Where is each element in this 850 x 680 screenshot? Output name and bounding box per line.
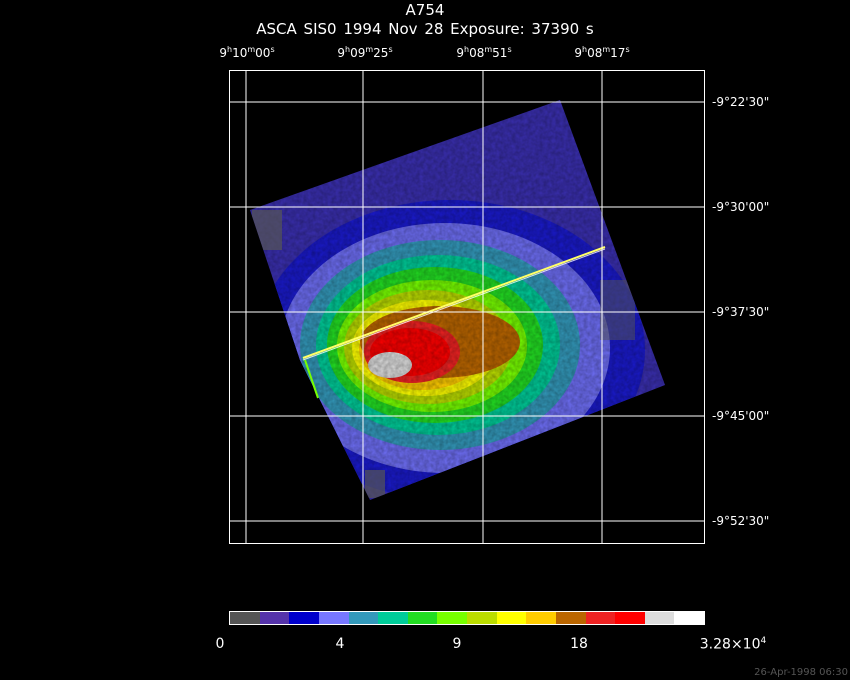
ra-tick-label: 9h08m17s bbox=[574, 45, 630, 60]
colorbar-label: 18 bbox=[570, 636, 588, 652]
colorbar-swatch bbox=[555, 612, 586, 624]
colorbar-max-label: 3.28×104 bbox=[699, 636, 767, 653]
colorbar-swatch bbox=[230, 612, 260, 624]
dec-tick-label: -9°30'00" bbox=[712, 200, 770, 214]
colorbar-swatch bbox=[615, 612, 645, 624]
colorbar-swatch bbox=[585, 612, 616, 624]
dec-tick-label: -9°45'00" bbox=[712, 409, 770, 423]
colorbar-swatch bbox=[526, 612, 556, 624]
colorbar-swatch bbox=[467, 612, 497, 624]
colorbar-swatch bbox=[259, 612, 290, 624]
colorbar-swatch bbox=[674, 612, 704, 624]
plot-frame bbox=[229, 70, 705, 544]
dec-tick-label: -9°37'30" bbox=[712, 305, 770, 319]
dec-tick-label: -9°52'30" bbox=[712, 514, 770, 528]
dec-tick-label: -9°22'30" bbox=[712, 95, 770, 109]
timestamp: 26-Apr-1998 06:30 bbox=[754, 667, 848, 678]
ra-tick-label: 9h10m00s bbox=[219, 45, 275, 60]
ra-tick-label: 9h08m51s bbox=[456, 45, 512, 60]
colorbar-swatch bbox=[644, 612, 675, 624]
colorbar-swatch bbox=[407, 612, 438, 624]
image-title: A754 bbox=[405, 1, 445, 19]
calibration-stripe bbox=[302, 246, 606, 359]
colorbar bbox=[229, 611, 705, 625]
colorbar-label: 9 bbox=[452, 636, 462, 652]
colorbar-label: 4 bbox=[335, 636, 345, 652]
colorbar-swatch bbox=[437, 612, 467, 624]
observation-info: ASCA SIS0 1994 Nov 28 Exposure: 37390 s bbox=[256, 20, 594, 38]
colorbar-swatch bbox=[318, 612, 349, 624]
colorbar-label: 0 bbox=[215, 636, 225, 652]
coordinate-grid bbox=[229, 70, 705, 544]
ra-tick-label: 9h09m25s bbox=[337, 45, 393, 60]
colorbar-swatch bbox=[378, 612, 408, 624]
colorbar-swatch bbox=[496, 612, 527, 624]
colorbar-swatch bbox=[348, 612, 379, 624]
colorbar-swatch bbox=[289, 612, 319, 624]
